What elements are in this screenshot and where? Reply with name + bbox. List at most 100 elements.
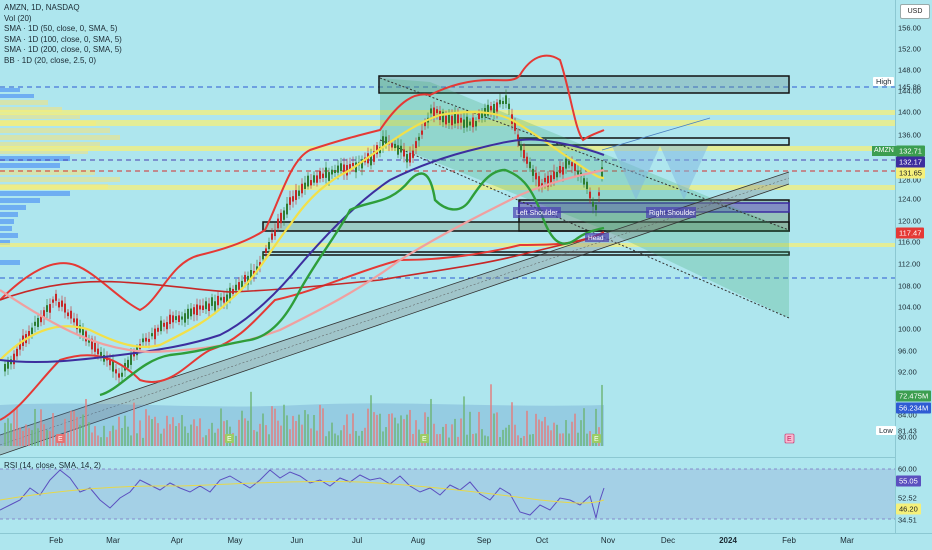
- candle: [172, 315, 174, 323]
- volume-bar: [97, 435, 99, 446]
- legend-symbol[interactable]: AMZN, 1D, NASDAQ: [4, 3, 80, 12]
- candle: [526, 156, 528, 164]
- candle: [127, 359, 129, 368]
- volume-bar: [76, 416, 78, 446]
- candle: [52, 299, 54, 303]
- price-tick-label: 128.00: [898, 175, 921, 185]
- volume-bar: [379, 413, 381, 446]
- candle: [409, 153, 411, 163]
- volume-bar: [130, 435, 132, 446]
- earnings-marker-4[interactable]: E: [594, 436, 599, 443]
- price-tick-label: 100.00: [898, 324, 921, 334]
- candle: [244, 274, 246, 282]
- volume-bar: [70, 410, 72, 446]
- candle: [283, 210, 285, 220]
- currency-button[interactable]: USD: [900, 4, 930, 19]
- volume-bar: [37, 428, 39, 446]
- rsi-bands: [0, 468, 895, 520]
- rsi-pane[interactable]: [0, 457, 895, 534]
- candle: [238, 282, 240, 290]
- candle: [34, 321, 36, 326]
- volume-bar: [571, 421, 573, 446]
- price-tick-label: 156.00: [898, 23, 921, 33]
- volume-bar: [202, 437, 204, 446]
- candle: [481, 112, 483, 118]
- candle: [457, 114, 459, 124]
- time-axis[interactable]: [0, 533, 932, 550]
- projection-shape: [612, 146, 708, 200]
- indicator-legend[interactable]: AMZN, 1D, NASDAQ Vol (20) SMA · 1D (50, …: [4, 3, 122, 66]
- candle: [148, 338, 150, 342]
- volume-bar: [145, 409, 147, 446]
- candle: [259, 262, 261, 267]
- candle: [535, 172, 537, 180]
- candle: [412, 150, 414, 158]
- volume-bar: [442, 426, 444, 446]
- time-tick-label: May: [227, 536, 243, 545]
- candle: [373, 151, 375, 162]
- earnings-marker-5[interactable]: E: [787, 436, 792, 443]
- volume-bar: [499, 437, 501, 446]
- volume-bar: [166, 415, 168, 446]
- volume-bar: [523, 436, 525, 446]
- volume-bar: [424, 412, 426, 446]
- earnings-markers[interactable]: E E E E E: [56, 433, 795, 444]
- price-tag-vol2: 56.234M: [896, 402, 932, 414]
- volume-bar: [250, 391, 252, 446]
- legend-rsi[interactable]: RSI (14, close, SMA, 14, 2): [4, 461, 101, 470]
- legend-bb[interactable]: BB · 1D (20, close, 2.5, 0): [4, 55, 97, 65]
- volume-bar: [214, 432, 216, 446]
- candle: [376, 145, 378, 155]
- price-tag-low-level: 117.47: [896, 227, 925, 239]
- candle: [163, 322, 165, 327]
- price-axis[interactable]: [895, 0, 932, 533]
- volume-bar: [307, 414, 309, 446]
- legend-vol[interactable]: Vol (20): [4, 13, 32, 23]
- candle: [16, 348, 18, 357]
- chart-drawing[interactable]: Left Shoulder Right Shoulder Head E E E …: [0, 0, 895, 533]
- candle: [397, 145, 399, 155]
- time-tick-label: Aug: [410, 536, 426, 545]
- projection-line: [601, 117, 711, 151]
- candle: [325, 167, 327, 178]
- time-tick-label: Dec: [660, 536, 676, 545]
- candle: [199, 305, 201, 310]
- candle: [475, 120, 477, 127]
- earnings-marker-3[interactable]: E: [422, 436, 427, 443]
- volume-bar: [586, 433, 588, 446]
- volume-bar: [136, 433, 138, 446]
- left-shoulder-box: [513, 207, 561, 218]
- legend-sma50[interactable]: SMA · 1D (50, close, 0, SMA, 5): [4, 24, 118, 33]
- candle: [550, 175, 552, 183]
- volume-bar: [463, 396, 465, 446]
- candle: [478, 112, 480, 120]
- price-tick-label: 92.00: [898, 367, 917, 377]
- candle: [517, 134, 519, 141]
- candle: [118, 373, 120, 378]
- volume-bar: [178, 423, 180, 446]
- legend-sma100[interactable]: SMA · 1D (100, close, 0, SMA, 5): [4, 34, 122, 44]
- earnings-marker-2[interactable]: E: [227, 436, 232, 443]
- volume-bar: [511, 402, 513, 446]
- volume-bar: [256, 431, 258, 446]
- legend-sma200[interactable]: SMA · 1D (200, close, 0, SMA, 5): [4, 45, 122, 54]
- volume-bar: [472, 433, 474, 446]
- volume-bar: [490, 384, 492, 446]
- volume-bar: [106, 437, 108, 446]
- rsi-tag-value: 55.05: [896, 475, 921, 487]
- high-label: High: [873, 77, 895, 86]
- candle: [406, 154, 408, 163]
- candle: [529, 161, 531, 169]
- candle: [601, 167, 603, 178]
- volume-bar: [496, 412, 498, 446]
- candle: [208, 303, 210, 311]
- volume-bar: [268, 434, 270, 446]
- volume-bar: [310, 428, 312, 446]
- candle: [415, 141, 417, 148]
- volume-bar: [211, 422, 213, 446]
- candle: [91, 338, 93, 350]
- earnings-marker-1[interactable]: E: [58, 436, 63, 443]
- candle: [451, 115, 453, 126]
- volume-bar: [457, 436, 459, 446]
